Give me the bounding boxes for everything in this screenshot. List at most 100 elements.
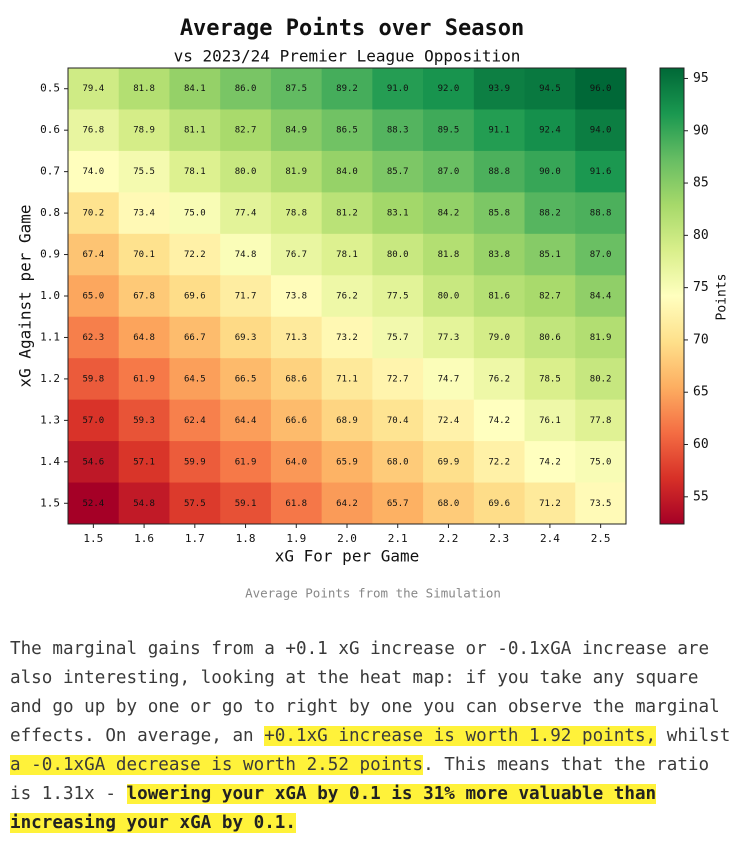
heatmap-cell xyxy=(169,68,221,110)
cell-label: 75.5 xyxy=(133,167,155,177)
heatmap-cell xyxy=(321,482,373,525)
heatmap-cell xyxy=(118,316,170,359)
cell-label: 70.1 xyxy=(133,250,155,260)
heatmap-cell xyxy=(423,275,475,318)
cell-label: 74.2 xyxy=(539,457,561,467)
heatmap-cell xyxy=(473,316,526,359)
cell-label: 80.6 xyxy=(539,333,561,343)
cell-label: 90.0 xyxy=(539,167,561,177)
cell-label: 74.0 xyxy=(83,167,105,177)
cell-label: 64.5 xyxy=(184,374,206,384)
heatmap-cell xyxy=(169,441,221,484)
cell-label: 64.0 xyxy=(285,457,307,467)
cell-label: 86.5 xyxy=(336,126,358,136)
cell-label: 92.4 xyxy=(539,126,561,136)
heatmap-cell xyxy=(68,150,120,193)
cell-label: 83.1 xyxy=(387,209,409,219)
cell-label: 92.0 xyxy=(438,84,460,94)
x-tick-label: 2.3 xyxy=(489,532,509,545)
cell-label: 59.1 xyxy=(235,499,257,509)
cell-label: 77.8 xyxy=(590,416,612,426)
cell-label: 74.7 xyxy=(438,374,460,384)
heatmap-cell xyxy=(118,109,170,152)
heatmap-cell xyxy=(68,316,120,359)
heatmap-cell xyxy=(575,233,627,276)
cell-label: 59.3 xyxy=(133,416,155,426)
heatmap-cell xyxy=(270,233,323,276)
cell-label: 71.7 xyxy=(235,292,257,302)
heatmap-cell xyxy=(169,358,221,401)
y-axis-label: xG Against per Game xyxy=(16,204,35,387)
heatmap-cell xyxy=(524,68,576,110)
cell-label: 85.8 xyxy=(488,209,510,219)
cell-label: 78.5 xyxy=(539,374,561,384)
heatmap-cell xyxy=(169,109,221,152)
cell-label: 65.0 xyxy=(83,292,105,302)
cell-label: 73.2 xyxy=(336,333,358,343)
cell-label: 73.4 xyxy=(133,209,155,219)
heatmap-cell xyxy=(68,68,120,110)
cell-label: 71.1 xyxy=(336,374,358,384)
heatmap-cell xyxy=(270,150,323,193)
heatmap-cell xyxy=(118,399,170,442)
heatmap-cell xyxy=(118,441,170,484)
heatmap-cell xyxy=(169,482,221,525)
cell-label: 84.9 xyxy=(285,126,307,136)
heatmap-cell xyxy=(169,233,221,276)
cell-label: 71.2 xyxy=(539,499,561,509)
heatmap-cell xyxy=(321,316,373,359)
cell-label: 72.2 xyxy=(184,250,206,260)
heatmap-cell xyxy=(575,441,627,484)
heatmap-cell xyxy=(575,275,627,318)
cell-label: 81.8 xyxy=(438,250,460,260)
colorbar-label: Points xyxy=(715,274,730,321)
cell-label: 73.8 xyxy=(285,292,307,302)
cell-label: 66.6 xyxy=(285,416,307,426)
cell-label: 74.8 xyxy=(235,250,257,260)
x-tick-label: 2.0 xyxy=(337,532,357,545)
heatmap-cell xyxy=(473,233,526,276)
heatmap-cell xyxy=(220,192,272,235)
cell-label: 77.5 xyxy=(387,292,409,302)
cell-label: 81.6 xyxy=(488,292,510,302)
heatmap-cell xyxy=(524,275,576,318)
cell-label: 77.4 xyxy=(235,209,257,219)
heatmap-cell xyxy=(270,192,323,235)
cell-label: 75.7 xyxy=(387,333,409,343)
heatmap-cell xyxy=(372,233,424,276)
heatmap-cell xyxy=(169,316,221,359)
heatmap-cell xyxy=(524,358,576,401)
cell-label: 57.0 xyxy=(83,416,105,426)
heatmap-cell xyxy=(423,358,475,401)
cell-label: 94.5 xyxy=(539,84,561,94)
heatmap-cell xyxy=(575,482,627,525)
text-run: whilst xyxy=(656,726,731,746)
heatmap-cell xyxy=(575,399,627,442)
cell-label: 88.3 xyxy=(387,126,409,136)
heatmap-cell xyxy=(372,441,424,484)
cell-label: 87.0 xyxy=(590,250,612,260)
cell-label: 87.0 xyxy=(438,167,460,177)
cell-label: 61.9 xyxy=(133,374,155,384)
heatmap-cell xyxy=(270,441,323,484)
cell-label: 84.4 xyxy=(590,292,612,302)
cell-label: 61.9 xyxy=(235,457,257,467)
heatmap-cell xyxy=(423,192,475,235)
heatmap-cell xyxy=(372,192,424,235)
cell-label: 93.9 xyxy=(488,84,510,94)
heatmap-cell xyxy=(524,316,576,359)
chart-subtitle: vs 2023/24 Premier League Opposition xyxy=(174,47,521,66)
cell-label: 69.9 xyxy=(438,457,460,467)
cell-label: 89.2 xyxy=(336,84,358,94)
cell-label: 75.0 xyxy=(590,457,612,467)
heatmap-cell xyxy=(220,150,272,193)
cell-label: 70.4 xyxy=(387,416,409,426)
colorbar-tick-label: 65 xyxy=(693,385,709,400)
heatmap-cell xyxy=(372,482,424,525)
cell-label: 78.1 xyxy=(336,250,358,260)
x-tick-label: 1.5 xyxy=(83,532,103,545)
chart: Average Points over Season vs 2023/24 Pr… xyxy=(16,16,730,601)
heatmap-cell xyxy=(220,275,272,318)
heatmap-cell xyxy=(68,358,120,401)
